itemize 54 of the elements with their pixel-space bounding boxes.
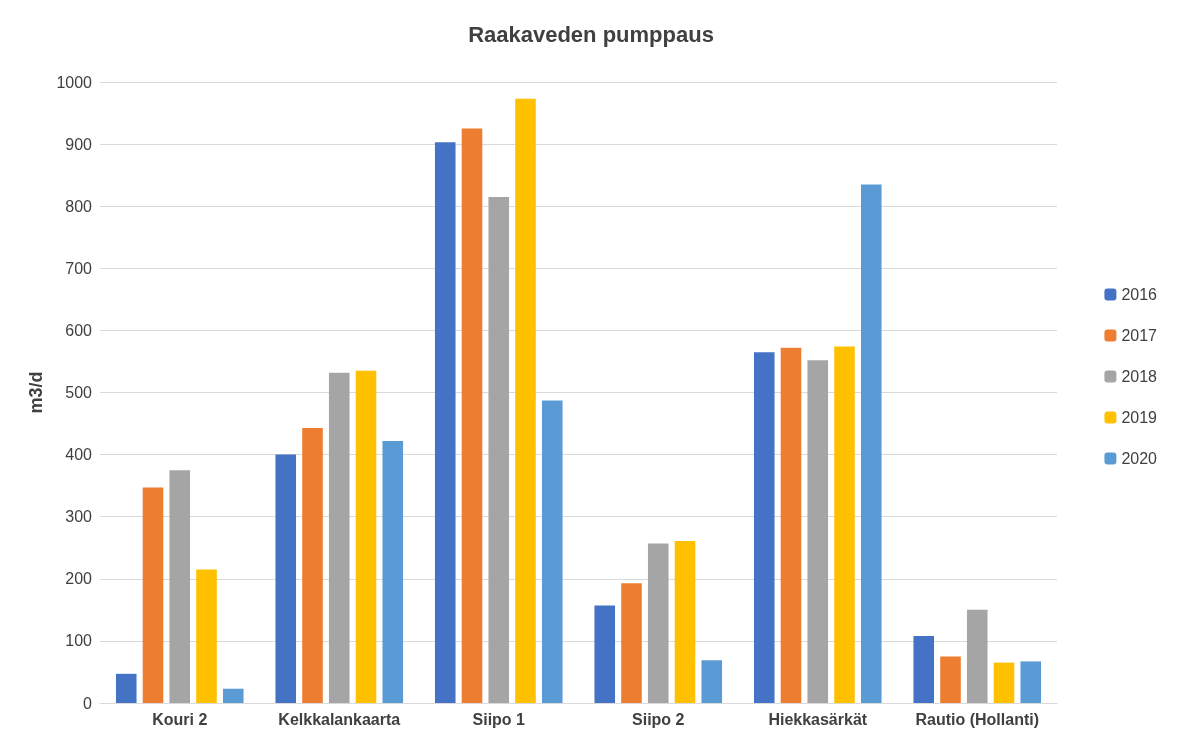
bar [1020, 661, 1042, 703]
y-tick-label: 400 [65, 446, 93, 464]
bar [541, 400, 563, 703]
bar [647, 543, 669, 703]
y-tick-label: 1000 [56, 73, 93, 91]
y-tick-label: 200 [65, 570, 93, 588]
x-tick-label: Siipo 2 [632, 710, 685, 728]
legend-label: 2019 [1121, 409, 1158, 426]
bar [434, 142, 456, 703]
bar [993, 662, 1015, 703]
y-tick-label: 800 [65, 197, 93, 215]
bar [780, 347, 802, 703]
x-tick-label: Rautio (Hollanti) [915, 710, 1040, 728]
bar [302, 427, 323, 703]
bar [621, 583, 642, 703]
bar [169, 470, 191, 703]
y-tick-label: 300 [65, 508, 93, 526]
y-axis-title: m3/d [26, 371, 46, 414]
bar [461, 128, 483, 703]
bar [807, 360, 829, 703]
bar [328, 372, 350, 703]
y-tick-label: 100 [65, 632, 93, 650]
legend-label: 2017 [1121, 327, 1158, 344]
bar [115, 673, 137, 703]
bar [834, 346, 855, 703]
y-tick-label: 700 [65, 259, 93, 277]
x-tick-label: Siipo 1 [472, 710, 526, 728]
bar [515, 98, 536, 703]
bar [940, 656, 961, 703]
bar [196, 569, 217, 703]
bar [275, 454, 297, 703]
legend-label: 2016 [1121, 286, 1158, 303]
bar [142, 487, 164, 703]
legend-label: 2020 [1121, 450, 1158, 467]
x-tick-label: Kelkkalankaarta [278, 710, 401, 728]
chart-title: Raakaveden pumppaus [468, 21, 714, 47]
bar [594, 605, 616, 703]
y-tick-label: 600 [65, 321, 93, 339]
bar [674, 540, 696, 703]
bar [355, 370, 377, 703]
y-tick-label: 900 [65, 135, 93, 153]
bar [966, 609, 988, 703]
bar [488, 196, 510, 703]
bar [753, 352, 775, 703]
x-tick-label: Hiekkasärkät [768, 710, 868, 728]
bar [382, 440, 404, 703]
y-tick-label: 500 [65, 384, 93, 401]
x-tick-label: Kouri 2 [152, 710, 208, 728]
bar [860, 184, 882, 703]
bar [222, 688, 244, 703]
y-tick-label: 0 [83, 694, 93, 712]
bar [913, 635, 935, 703]
legend-label: 2018 [1121, 368, 1158, 385]
bar [701, 660, 723, 703]
